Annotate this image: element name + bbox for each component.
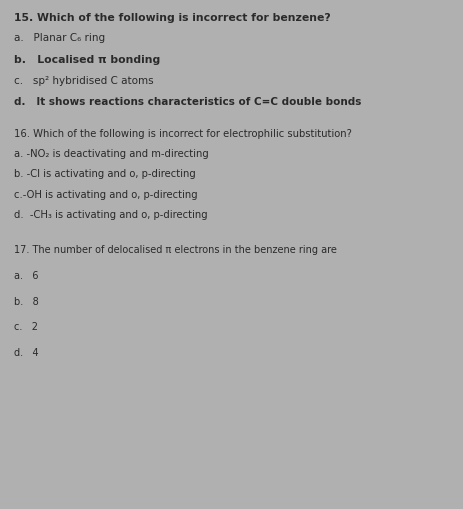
Text: 15. Which of the following is incorrect for benzene?: 15. Which of the following is incorrect … xyxy=(14,13,330,23)
Text: d.  -CH₃ is activating and o, p-directing: d. -CH₃ is activating and o, p-directing xyxy=(14,210,207,220)
Text: d.   4: d. 4 xyxy=(14,347,38,357)
Text: c.   sp² hybridised C atoms: c. sp² hybridised C atoms xyxy=(14,76,153,86)
Text: a.   6: a. 6 xyxy=(14,271,38,281)
Text: c.   2: c. 2 xyxy=(14,322,38,332)
Text: 16. Which of the following is incorrect for electrophilic substitution?: 16. Which of the following is incorrect … xyxy=(14,128,351,138)
Text: b. -Cl is activating and o, p-directing: b. -Cl is activating and o, p-directing xyxy=(14,169,195,179)
Text: c.-OH is activating and o, p-directing: c.-OH is activating and o, p-directing xyxy=(14,189,197,200)
Text: b.   Localised π bonding: b. Localised π bonding xyxy=(14,54,160,65)
Text: d.   It shows reactions characteristics of C=C double bonds: d. It shows reactions characteristics of… xyxy=(14,97,361,107)
Text: a.   Planar C₆ ring: a. Planar C₆ ring xyxy=(14,33,105,43)
Text: 17. The number of delocalised π electrons in the benzene ring are: 17. The number of delocalised π electron… xyxy=(14,244,336,254)
Text: a. -NO₂ is deactivating and m-directing: a. -NO₂ is deactivating and m-directing xyxy=(14,149,208,159)
Text: b.   8: b. 8 xyxy=(14,296,38,306)
